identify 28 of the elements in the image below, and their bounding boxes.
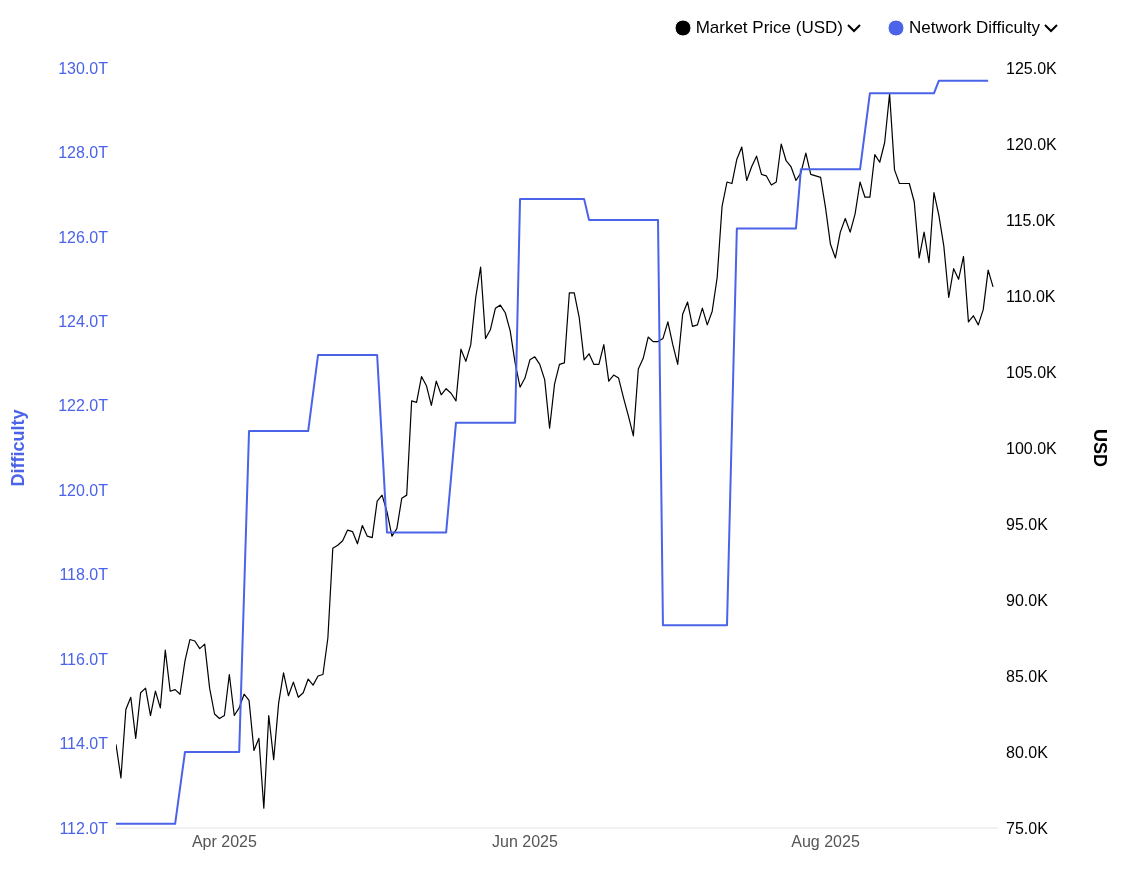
y2-tick-label: 105.0K	[1006, 363, 1058, 381]
y2-tick-label: 85.0K	[1006, 667, 1049, 685]
y-tick-label: 112.0T	[59, 819, 109, 837]
y-tick-label: 124.0T	[58, 313, 109, 331]
y2-tick-label: 120.0K	[1006, 135, 1058, 153]
legend-label: Market Price (USD)	[695, 18, 843, 38]
y2-tick-label: 95.0K	[1006, 515, 1049, 533]
y2-tick-label: 75.0K	[1006, 819, 1049, 837]
y-tick-label: 116.0T	[59, 650, 109, 668]
y2-tick-label: 80.0K	[1006, 743, 1049, 761]
y2-axis-title: USD	[1089, 428, 1110, 468]
y2-tick-label: 125.0K	[1006, 59, 1058, 77]
x-tick-label: Aug 2025	[791, 833, 860, 851]
y-tick-label: 128.0T	[58, 144, 109, 162]
y-tick-label: 120.0T	[58, 481, 109, 499]
x-tick-label: Jun 2025	[492, 833, 558, 851]
legend-label: Network Difficulty	[909, 18, 1040, 38]
y2-tick-label: 115.0K	[1006, 211, 1056, 229]
y2-tick-label: 90.0K	[1006, 591, 1049, 609]
y-tick-label: 122.0T	[58, 397, 109, 415]
x-tick-label: Apr 2025	[191, 833, 257, 851]
y2-tick-label: 100.0K	[1006, 439, 1058, 457]
y-tick-label: 114.0T	[59, 735, 109, 753]
y-axis-title: Difficulty	[8, 409, 29, 487]
y2-tick-label: 110.0K	[1006, 287, 1056, 305]
y-tick-label: 130.0T	[58, 59, 109, 77]
y-tick-label: 126.0T	[58, 228, 109, 246]
y-tick-label: 118.0T	[59, 566, 109, 584]
